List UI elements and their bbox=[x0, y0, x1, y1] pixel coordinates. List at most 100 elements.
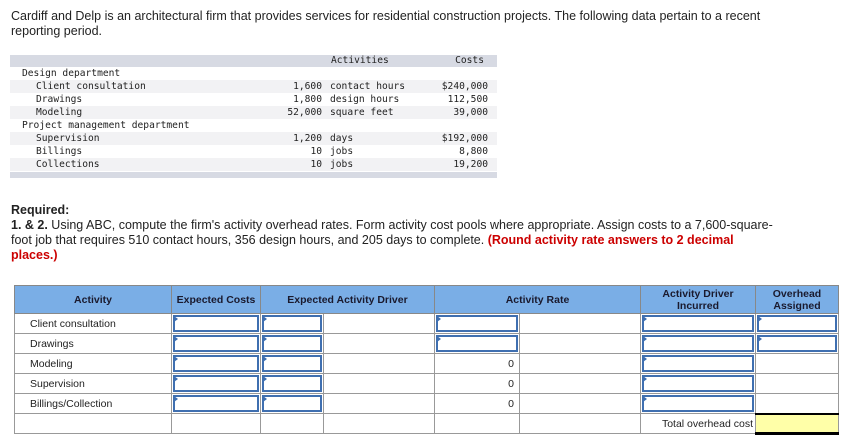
expected-costs-input[interactable] bbox=[173, 395, 259, 412]
overhead-assigned-cell bbox=[755, 353, 839, 374]
total-overhead-label: Total overhead cost bbox=[640, 413, 756, 434]
expected-costs-cell bbox=[171, 333, 261, 354]
expected-costs-cell bbox=[171, 393, 261, 414]
row-cost: 112,500 bbox=[447, 94, 488, 105]
rounding-note: (Round activity rate answers to 2 decima… bbox=[11, 233, 734, 262]
row-unit: design hours bbox=[330, 94, 400, 105]
row-unit: days bbox=[330, 133, 354, 144]
total-row: Total overhead cost bbox=[14, 412, 839, 435]
data-table-row: Billings 10 jobs 8,800 bbox=[10, 145, 497, 158]
table-row: Client consultation bbox=[14, 313, 839, 334]
driver-incurred-cell bbox=[640, 393, 756, 414]
expected-driver-cell bbox=[260, 373, 324, 394]
rate-unit-cell bbox=[519, 353, 641, 374]
row-name: Billings bbox=[36, 146, 83, 157]
data-table-row: Collections 10 jobs 19,200 bbox=[10, 158, 497, 171]
activity-label: Client consultation bbox=[14, 313, 172, 334]
header-activity-rate: Activity Rate bbox=[434, 285, 641, 314]
overhead-assigned-cell bbox=[755, 373, 839, 394]
data-table-footer bbox=[10, 172, 497, 178]
data-table-row: Modeling 52,000 square feet 39,000 bbox=[10, 106, 497, 119]
driver-unit-cell bbox=[323, 333, 435, 354]
table-row: Supervision 0 bbox=[14, 373, 839, 394]
data-table-row: Supervision 1,200 days $192,000 bbox=[10, 132, 497, 145]
row-name: Design department bbox=[22, 68, 121, 79]
driver-incurred-cell bbox=[640, 313, 756, 334]
overhead-assigned-cell bbox=[755, 393, 839, 414]
expected-driver-input[interactable] bbox=[262, 315, 322, 332]
abc-answer-table: Activity Expected Costs Expected Activit… bbox=[14, 285, 839, 435]
total-overhead-input[interactable] bbox=[755, 412, 839, 435]
expected-costs-input[interactable] bbox=[173, 315, 259, 332]
required-number: 1. & 2. bbox=[11, 218, 48, 232]
table-row: Modeling 0 bbox=[14, 353, 839, 374]
header-activity: Activity bbox=[14, 285, 172, 314]
row-name: Project management department bbox=[22, 120, 190, 131]
blank bbox=[14, 413, 172, 434]
expected-driver-cell bbox=[260, 393, 324, 414]
data-table-row: Drawings 1,800 design hours 112,500 bbox=[10, 93, 497, 106]
header-expected-costs: Expected Costs bbox=[171, 285, 261, 314]
driver-incurred-input[interactable] bbox=[642, 315, 754, 332]
costs-header: Costs bbox=[455, 55, 484, 66]
expected-costs-input[interactable] bbox=[173, 355, 259, 372]
row-unit: jobs bbox=[330, 146, 354, 157]
overhead-assigned-cell bbox=[755, 313, 839, 334]
data-table-row: Project management department bbox=[10, 119, 497, 132]
row-quantity: 10 bbox=[310, 146, 322, 157]
activity-rate-value: 0 bbox=[434, 373, 520, 394]
driver-incurred-input[interactable] bbox=[642, 395, 754, 412]
driver-incurred-input[interactable] bbox=[642, 355, 754, 372]
required-heading: Required: bbox=[11, 203, 70, 217]
row-cost: 19,200 bbox=[453, 159, 488, 170]
row-quantity: 1,800 bbox=[293, 94, 322, 105]
driver-unit-cell bbox=[323, 313, 435, 334]
activity-label: Billings/Collection bbox=[14, 393, 172, 414]
expected-costs-cell bbox=[171, 353, 261, 374]
table-row: Drawings bbox=[14, 333, 839, 354]
activity-rate-value: 0 bbox=[434, 353, 520, 374]
row-quantity: 1,200 bbox=[293, 133, 322, 144]
row-name: Supervision bbox=[36, 133, 100, 144]
activity-rate-input[interactable] bbox=[436, 335, 518, 352]
required-section: Required: 1. & 2. Using ABC, compute the… bbox=[11, 203, 781, 263]
activity-rate-input[interactable] bbox=[436, 315, 518, 332]
activity-rate-value: 0 bbox=[434, 393, 520, 414]
expected-driver-input[interactable] bbox=[262, 395, 322, 412]
row-name: Client consultation bbox=[36, 81, 146, 92]
driver-incurred-cell bbox=[640, 353, 756, 374]
data-table-header: Activities Costs bbox=[10, 55, 497, 67]
expected-driver-input[interactable] bbox=[262, 355, 322, 372]
driver-incurred-input[interactable] bbox=[642, 375, 754, 392]
expected-driver-input[interactable] bbox=[262, 335, 322, 352]
table-row: Billings/Collection 0 bbox=[14, 393, 839, 414]
activity-rate-cell bbox=[434, 333, 520, 354]
row-cost: $240,000 bbox=[441, 81, 488, 92]
driver-unit-cell bbox=[323, 373, 435, 394]
expected-driver-input[interactable] bbox=[262, 375, 322, 392]
row-quantity: 1,600 bbox=[293, 81, 322, 92]
driver-incurred-cell bbox=[640, 373, 756, 394]
row-cost: 39,000 bbox=[453, 107, 488, 118]
row-name: Collections bbox=[36, 159, 100, 170]
expected-driver-cell bbox=[260, 353, 324, 374]
row-cost: $192,000 bbox=[441, 133, 488, 144]
overhead-assigned-input[interactable] bbox=[757, 315, 837, 332]
activity-label: Drawings bbox=[14, 333, 172, 354]
overhead-assigned-input[interactable] bbox=[757, 335, 837, 352]
driver-unit-cell bbox=[323, 353, 435, 374]
expected-driver-cell bbox=[260, 313, 324, 334]
expected-costs-input[interactable] bbox=[173, 335, 259, 352]
header-activity-driver-incurred: Activity Driver Incurred bbox=[640, 285, 756, 314]
activity-rate-cell bbox=[434, 313, 520, 334]
rate-unit-cell bbox=[519, 393, 641, 414]
rate-unit-cell bbox=[519, 373, 641, 394]
row-name: Modeling bbox=[36, 107, 83, 118]
row-unit: square feet bbox=[330, 107, 394, 118]
blank bbox=[171, 413, 261, 434]
expected-costs-input[interactable] bbox=[173, 375, 259, 392]
problem-intro: Cardiff and Delp is an architectural fir… bbox=[11, 9, 761, 38]
blank bbox=[434, 413, 520, 434]
expected-costs-cell bbox=[171, 373, 261, 394]
driver-incurred-input[interactable] bbox=[642, 335, 754, 352]
